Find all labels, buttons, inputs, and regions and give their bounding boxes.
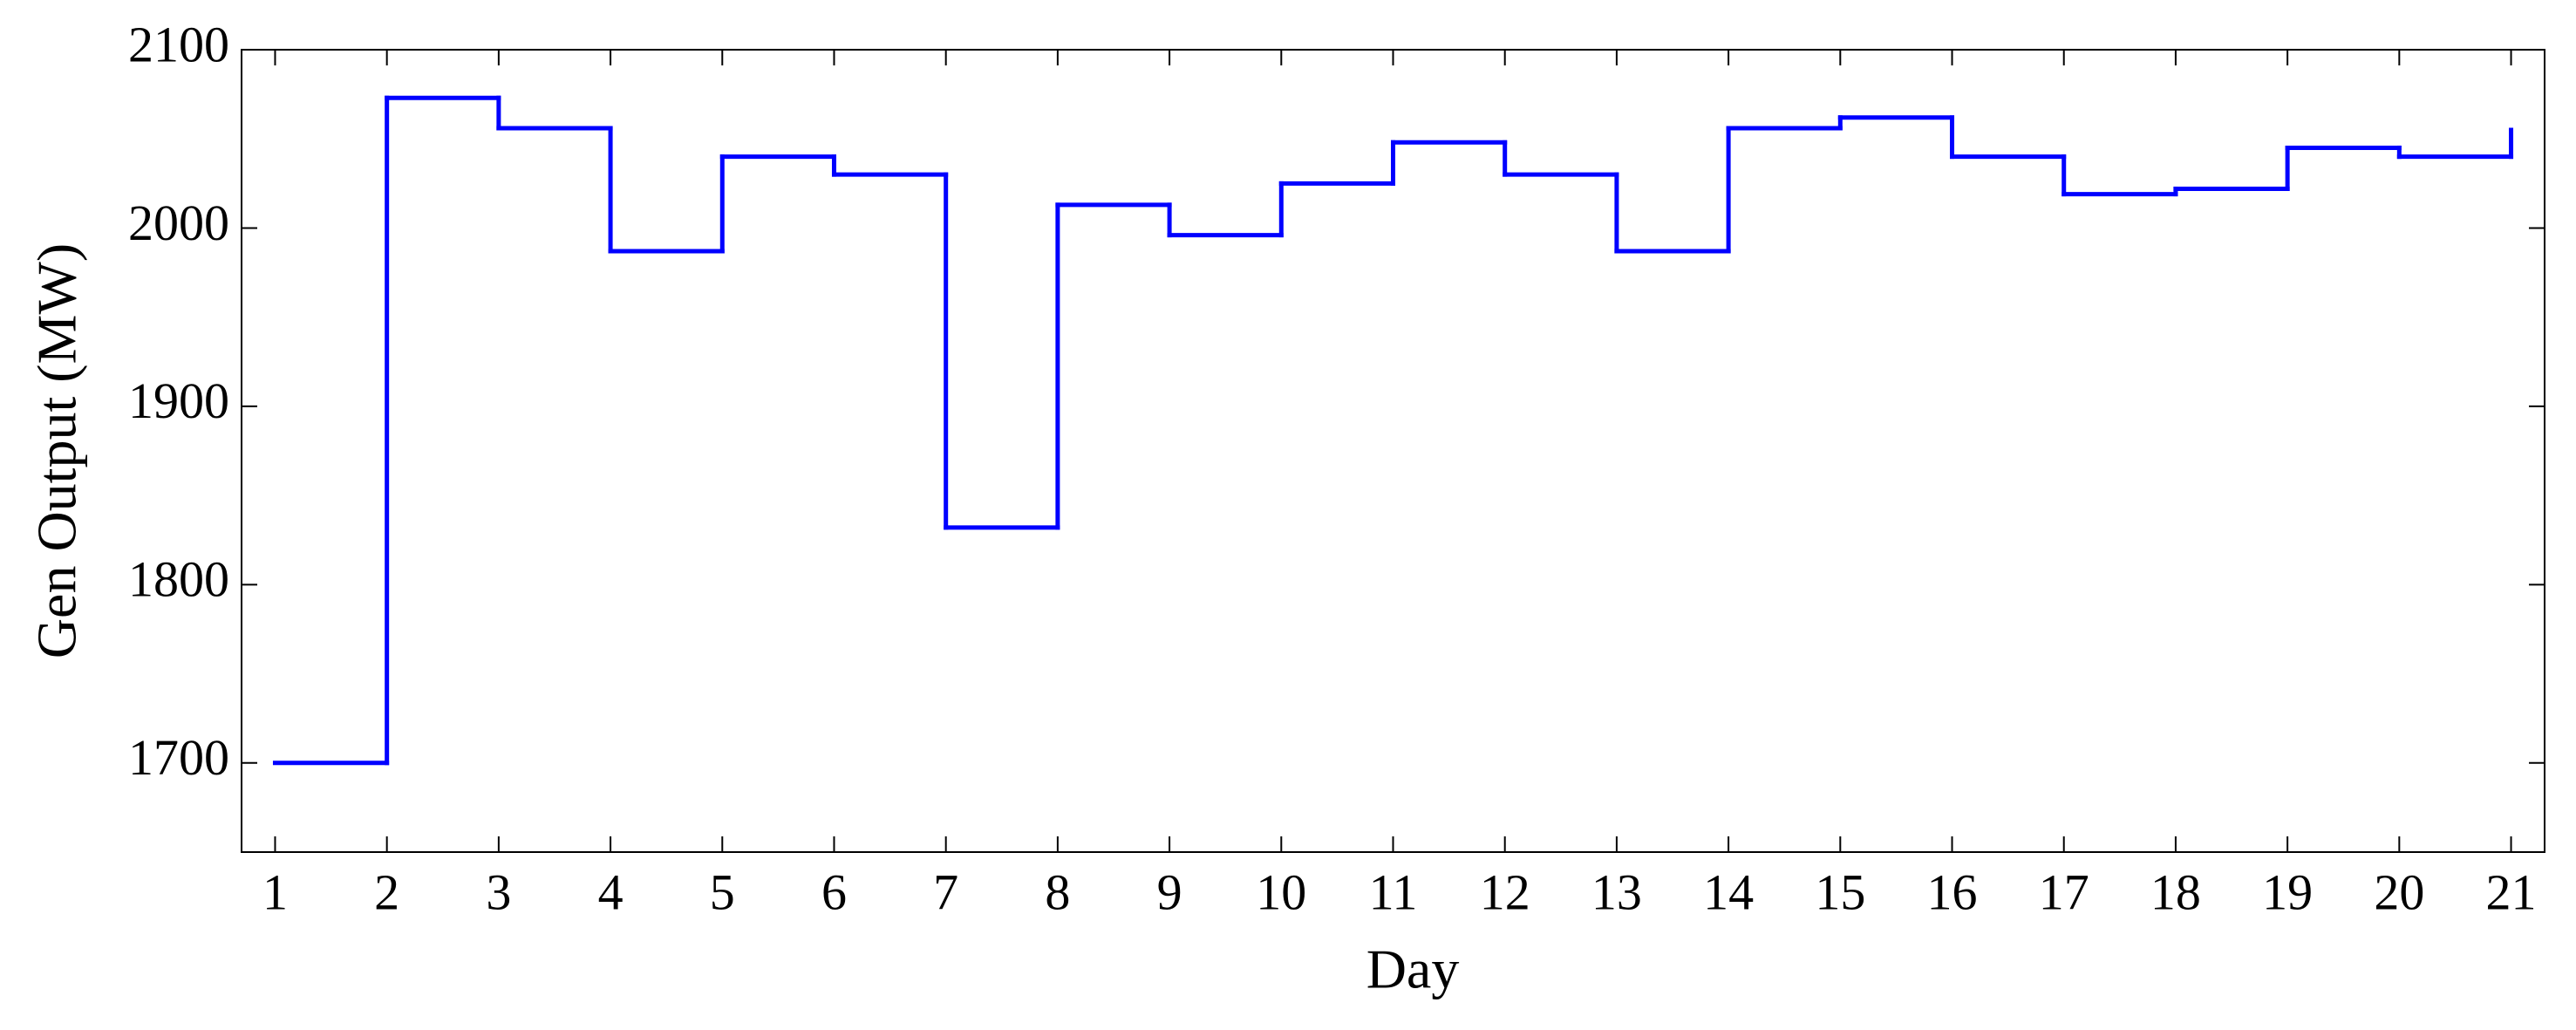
x-tick-label: 14 (1703, 863, 1754, 920)
y-tick-label: 1700 (128, 729, 229, 786)
x-tick-label: 8 (1045, 863, 1070, 920)
step-end (2509, 127, 2514, 133)
y-axis-label: Gen Output (MW) (26, 243, 88, 658)
x-tick-label: 16 (1927, 863, 1978, 920)
x-tick-label: 18 (2150, 863, 2201, 920)
x-tick-label: 17 (2039, 863, 2089, 920)
x-tick-label: 21 (2486, 863, 2537, 920)
x-tick-label: 9 (1157, 863, 1182, 920)
x-tick-label: 12 (1480, 863, 1530, 920)
x-tick-label: 13 (1591, 863, 1642, 920)
x-tick-label: 10 (1256, 863, 1306, 920)
x-tick-label: 15 (1815, 863, 1865, 920)
y-tick-label: 2000 (128, 194, 229, 251)
x-tick-label: 7 (933, 863, 958, 920)
x-tick-label: 4 (598, 863, 624, 920)
x-tick-label: 11 (1369, 863, 1418, 920)
x-tick-label: 3 (486, 863, 511, 920)
x-tick-label: 1 (262, 863, 288, 920)
x-axis-label: Day (1366, 938, 1460, 1000)
y-tick-label: 2100 (128, 16, 229, 72)
x-tick-label: 19 (2262, 863, 2313, 920)
x-tick-label: 5 (710, 863, 735, 920)
x-tick-label: 6 (821, 863, 847, 920)
x-tick-label: 20 (2374, 863, 2424, 920)
y-tick-label: 1800 (128, 551, 229, 608)
y-tick-label: 1900 (128, 372, 229, 429)
x-tick-label: 2 (374, 863, 399, 920)
